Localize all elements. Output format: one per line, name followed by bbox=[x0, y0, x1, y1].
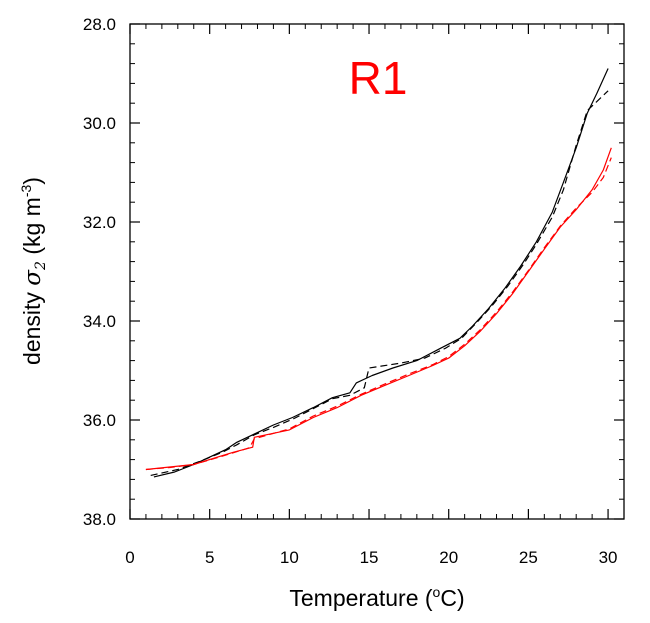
y-tick-label: 32.0 bbox=[83, 213, 116, 232]
y-axis-title-exponent: -3 bbox=[18, 185, 34, 198]
x-tick-label: 10 bbox=[280, 548, 299, 567]
x-tick-label: 30 bbox=[599, 548, 618, 567]
plot-frame bbox=[129, 23, 625, 520]
y-axis-title-close: ) bbox=[19, 177, 45, 185]
x-axis-title-superscript: o bbox=[433, 584, 441, 600]
y-axis-title: density σ2 (kg m-3) bbox=[18, 177, 49, 365]
y-tick-label: 28.0 bbox=[83, 15, 116, 34]
minor-ticks bbox=[130, 24, 625, 519]
y-tick-label: 30.0 bbox=[83, 114, 116, 133]
series-layer bbox=[145, 68, 612, 478]
series-line-3 bbox=[145, 147, 612, 471]
y-axis-title-sigma: σ bbox=[20, 269, 46, 286]
x-tick-label: 0 bbox=[125, 548, 134, 567]
series-line-2 bbox=[150, 90, 609, 476]
tick-labels: 0 5 10 15 20 25 30 28.0 30.0 32.0 34.0 36.0 38.0 bbox=[83, 15, 618, 567]
panel-label: R1 bbox=[349, 52, 408, 104]
x-tick-label: 20 bbox=[439, 548, 458, 567]
y-tick-label: 38.0 bbox=[83, 510, 116, 529]
y-axis-title-unit: (kg m bbox=[19, 197, 45, 261]
x-axis-title: Temperature (oC) bbox=[289, 584, 464, 611]
x-tick-label: 5 bbox=[205, 548, 214, 567]
x-tick-label: 25 bbox=[519, 548, 538, 567]
series-line-1 bbox=[153, 68, 609, 478]
x-tick-label: 15 bbox=[360, 548, 379, 567]
y-axis-title-subscript: 2 bbox=[33, 261, 49, 271]
x-axis-title-unit: C) bbox=[440, 585, 464, 611]
series-line-4 bbox=[145, 157, 612, 471]
y-axis-title-prefix: density bbox=[19, 286, 45, 365]
y-tick-label: 36.0 bbox=[83, 411, 116, 430]
x-axis-title-main: Temperature ( bbox=[289, 585, 433, 611]
y-tick-label: 34.0 bbox=[83, 312, 116, 331]
